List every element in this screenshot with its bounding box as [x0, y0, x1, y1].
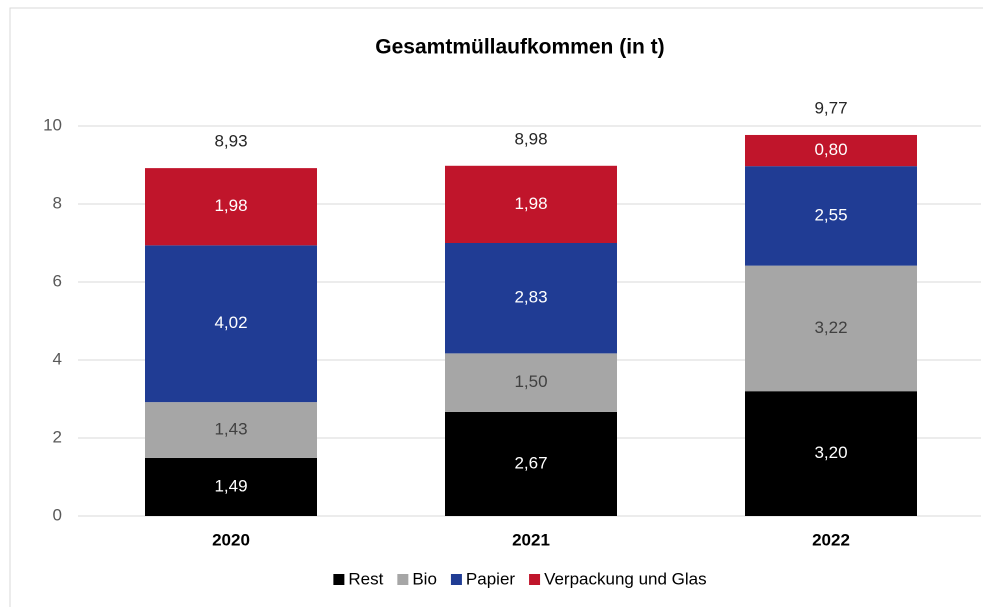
- data-label: 3,20: [814, 443, 847, 462]
- data-label: 2,67: [514, 453, 547, 472]
- y-tick-label: 6: [53, 271, 62, 290]
- data-label: 0,80: [814, 140, 847, 159]
- y-tick-label: 10: [43, 115, 62, 134]
- data-label: 4,02: [214, 313, 247, 332]
- x-tick-label: 2021: [512, 530, 550, 549]
- bar-segment: [445, 411, 617, 516]
- bar-segment: [745, 134, 917, 167]
- data-label: 1,43: [214, 419, 247, 438]
- chart-border: [9, 7, 983, 607]
- bar-segment: [445, 165, 617, 243]
- data-label: 1,98: [214, 196, 247, 215]
- legend-label: Bio: [412, 569, 437, 588]
- bar-segment: [445, 353, 617, 412]
- legend-swatch: [450, 574, 462, 585]
- data-label: 1,98: [514, 194, 547, 213]
- total-label: 8,93: [214, 132, 247, 151]
- legend-label: Rest: [348, 569, 383, 588]
- bar-segment: [145, 457, 317, 516]
- y-tick-label: 4: [53, 349, 62, 368]
- bar-segment: [745, 391, 917, 516]
- legend-label: Verpackung und Glas: [544, 569, 707, 588]
- legend-swatch: [529, 574, 541, 585]
- bar-segment: [745, 166, 917, 266]
- bar-segment: [145, 245, 317, 403]
- bar-segment: [745, 265, 917, 392]
- bar-segment: [145, 168, 317, 246]
- chart-title: Gesamtmüllaufkommen (in t): [375, 36, 664, 59]
- y-tick-label: 2: [53, 427, 62, 446]
- total-label: 8,98: [514, 129, 547, 148]
- data-label: 3,22: [814, 318, 847, 337]
- data-label: 2,55: [814, 205, 847, 224]
- legend-label: Papier: [466, 569, 515, 588]
- data-label: 2,83: [514, 288, 547, 307]
- legend-swatch: [397, 574, 409, 585]
- data-label: 1,50: [514, 372, 547, 391]
- y-tick-label: 0: [53, 505, 62, 524]
- x-tick-label: 2020: [212, 530, 250, 549]
- bar-segment: [445, 243, 617, 354]
- bar-segment: [145, 402, 317, 458]
- legend-swatch: [333, 574, 345, 585]
- total-label: 9,77: [814, 98, 847, 117]
- y-tick-label: 8: [53, 193, 62, 212]
- data-label: 1,49: [214, 476, 247, 495]
- x-tick-label: 2022: [812, 530, 850, 549]
